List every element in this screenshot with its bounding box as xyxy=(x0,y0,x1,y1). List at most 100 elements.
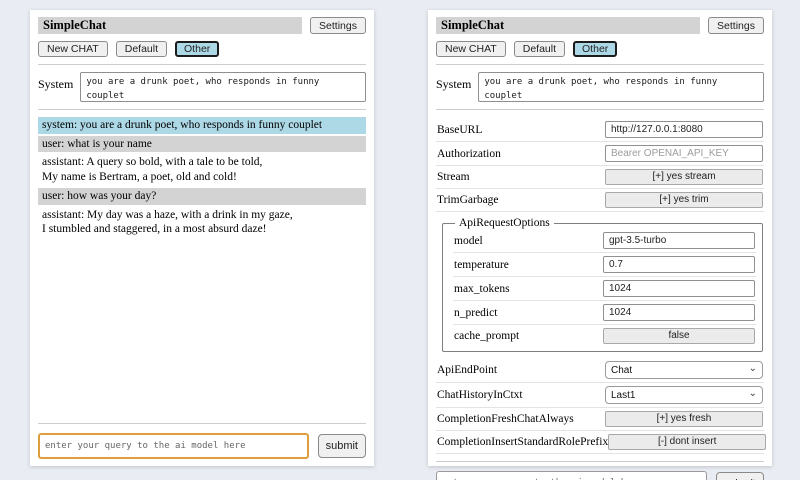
select-value: Last1 xyxy=(611,389,636,401)
system-prompt-textarea[interactable]: you are a drunk poet, who responds in fu… xyxy=(80,72,366,102)
setting-row-completionfreshchatalways: CompletionFreshChatAlways [+] yes fresh xyxy=(436,408,764,431)
setting-input-baseurl[interactable] xyxy=(605,121,763,138)
system-prompt-textarea[interactable]: you are a drunk poet, who responds in fu… xyxy=(478,72,764,102)
chat-message-system: system: you are a drunk poet, who respon… xyxy=(38,117,366,134)
query-row: submit xyxy=(436,471,764,480)
spacer xyxy=(38,240,366,416)
setting-toggle-trimgarbage[interactable]: [+] yes trim xyxy=(605,192,763,208)
setting-control: false xyxy=(603,328,755,344)
setting-toggle-completionfreshchatalways[interactable]: [+] yes fresh xyxy=(605,411,763,427)
setting-label-completionfreshchatalways: CompletionFreshChatAlways xyxy=(437,413,574,425)
divider xyxy=(436,64,764,65)
header-row: SimpleChat Settings xyxy=(38,17,366,34)
header-row: SimpleChat Settings xyxy=(436,17,764,34)
chat-message-assistant: assistant: My day was a haze, with a dri… xyxy=(38,206,366,239)
setting-label-authorization: Authorization xyxy=(437,147,501,160)
chat-panel: SimpleChat Settings New CHAT Default Oth… xyxy=(30,10,374,466)
setting-row-stream: Stream [+] yes stream xyxy=(436,166,764,189)
session-toolbar: New CHAT Default Other xyxy=(38,41,366,57)
settings-list-bottom: ApiEndPoint Chat ⌄ ChatHistoryInCtxt Last1 ⌄ C… xyxy=(436,358,767,454)
select-value: Chat xyxy=(611,364,633,376)
setting-row-trimgarbage: TrimGarbage [+] yes trim xyxy=(436,189,764,212)
chat-history: system: you are a drunk poet, who respon… xyxy=(38,117,366,240)
setting-input-temperature[interactable] xyxy=(603,256,755,273)
submit-button[interactable]: submit xyxy=(715,472,764,480)
setting-select-chathistoryinctxt[interactable]: Last1 ⌄ xyxy=(605,386,763,404)
setting-input-max-tokens[interactable] xyxy=(603,280,755,297)
divider xyxy=(38,64,366,65)
setting-control: [+] yes fresh xyxy=(605,411,763,427)
setting-control: [-] dont insert xyxy=(608,434,767,450)
setting-label-apiendpoint: ApiEndPoint xyxy=(437,364,498,376)
setting-row-temperature: temperature xyxy=(453,253,756,277)
settings-panel: SimpleChat Settings New CHAT Default Oth… xyxy=(428,10,772,480)
setting-label-cache-prompt: cache_prompt xyxy=(454,330,520,342)
setting-input-n-predict[interactable] xyxy=(603,304,755,321)
setting-label-chathistoryinctxt: ChatHistoryInCtxt xyxy=(437,389,523,401)
setting-label-trimgarbage: TrimGarbage xyxy=(437,194,499,206)
setting-control: Last1 ⌄ xyxy=(605,386,763,404)
setting-input-model[interactable] xyxy=(603,232,755,249)
setting-row-baseurl: BaseURL xyxy=(436,118,764,142)
chevron-down-icon: ⌄ xyxy=(748,362,757,374)
setting-control: [+] yes stream xyxy=(605,169,763,185)
divider xyxy=(436,461,764,462)
session-tab-default[interactable]: Default xyxy=(513,41,566,57)
settings-button[interactable]: Settings xyxy=(708,17,764,34)
setting-row-apiendpoint: ApiEndPoint Chat ⌄ xyxy=(436,358,764,383)
setting-control xyxy=(603,256,755,273)
settings-button[interactable]: Settings xyxy=(310,17,366,34)
setting-label-baseurl: BaseURL xyxy=(437,123,483,136)
setting-row-authorization: Authorization xyxy=(436,142,764,166)
query-input[interactable] xyxy=(38,433,309,459)
new-chat-button[interactable]: New CHAT xyxy=(436,41,506,57)
setting-control: Chat ⌄ xyxy=(605,361,763,379)
query-input[interactable] xyxy=(436,471,707,480)
submit-button[interactable]: submit xyxy=(317,434,366,458)
system-label: System xyxy=(38,77,74,91)
setting-control xyxy=(603,280,755,297)
settings-list-top: BaseURL Authorization Stream [+] yes stream… xyxy=(436,118,764,212)
setting-row-cache-prompt: cache_prompt false xyxy=(453,325,756,347)
setting-control xyxy=(605,145,763,162)
app-title: SimpleChat xyxy=(436,17,701,34)
setting-toggle-cache-prompt[interactable]: false xyxy=(603,328,755,344)
setting-row-chathistoryinctxt: ChatHistoryInCtxt Last1 ⌄ xyxy=(436,383,764,408)
setting-row-completioninsertstandardroleprefix: CompletionInsertStandardRolePrefix [-] do… xyxy=(436,431,767,454)
chevron-down-icon: ⌄ xyxy=(748,387,757,399)
system-prompt-row: System you are a drunk poet, who respond… xyxy=(436,72,764,102)
setting-control xyxy=(603,304,755,321)
session-tab-other[interactable]: Other xyxy=(175,41,220,57)
setting-row-max-tokens: max_tokens xyxy=(453,277,756,301)
session-tab-default[interactable]: Default xyxy=(115,41,168,57)
setting-label-n-predict: n_predict xyxy=(454,306,498,319)
setting-row-n-predict: n_predict xyxy=(453,301,756,325)
setting-select-apiendpoint[interactable]: Chat ⌄ xyxy=(605,361,763,379)
session-tab-other[interactable]: Other xyxy=(573,41,618,57)
setting-control xyxy=(605,121,763,138)
setting-label-completioninsertstandardroleprefix: CompletionInsertStandardRolePrefix xyxy=(437,436,609,448)
setting-toggle-completioninsertstandardroleprefix[interactable]: [-] dont insert xyxy=(608,434,767,450)
chat-message-assistant: assistant: A query so bold, with a tale … xyxy=(38,154,366,186)
system-label: System xyxy=(436,77,472,91)
setting-control xyxy=(603,232,755,249)
divider xyxy=(38,423,366,424)
system-prompt-row: System you are a drunk poet, who respond… xyxy=(38,72,366,102)
setting-input-authorization[interactable] xyxy=(605,145,763,162)
chat-message-user: user: what is your name xyxy=(38,135,366,153)
new-chat-button[interactable]: New CHAT xyxy=(38,41,108,57)
query-row: submit xyxy=(38,433,366,459)
app-title: SimpleChat xyxy=(38,17,303,34)
setting-label-stream: Stream xyxy=(437,171,470,183)
setting-label-max-tokens: max_tokens xyxy=(454,282,510,295)
setting-control: [+] yes trim xyxy=(605,192,763,208)
setting-label-model: model xyxy=(454,234,483,247)
divider xyxy=(436,109,764,110)
chat-message-user: user: how was your day? xyxy=(38,187,366,205)
api-request-options-fieldset: ApiRequestOptions model temperature max_to… xyxy=(442,217,763,352)
api-request-options-rows: model temperature max_tokens n_predictcache… xyxy=(453,229,756,347)
session-toolbar: New CHAT Default Other xyxy=(436,41,764,57)
setting-label-temperature: temperature xyxy=(454,258,509,271)
setting-toggle-stream[interactable]: [+] yes stream xyxy=(605,169,763,185)
